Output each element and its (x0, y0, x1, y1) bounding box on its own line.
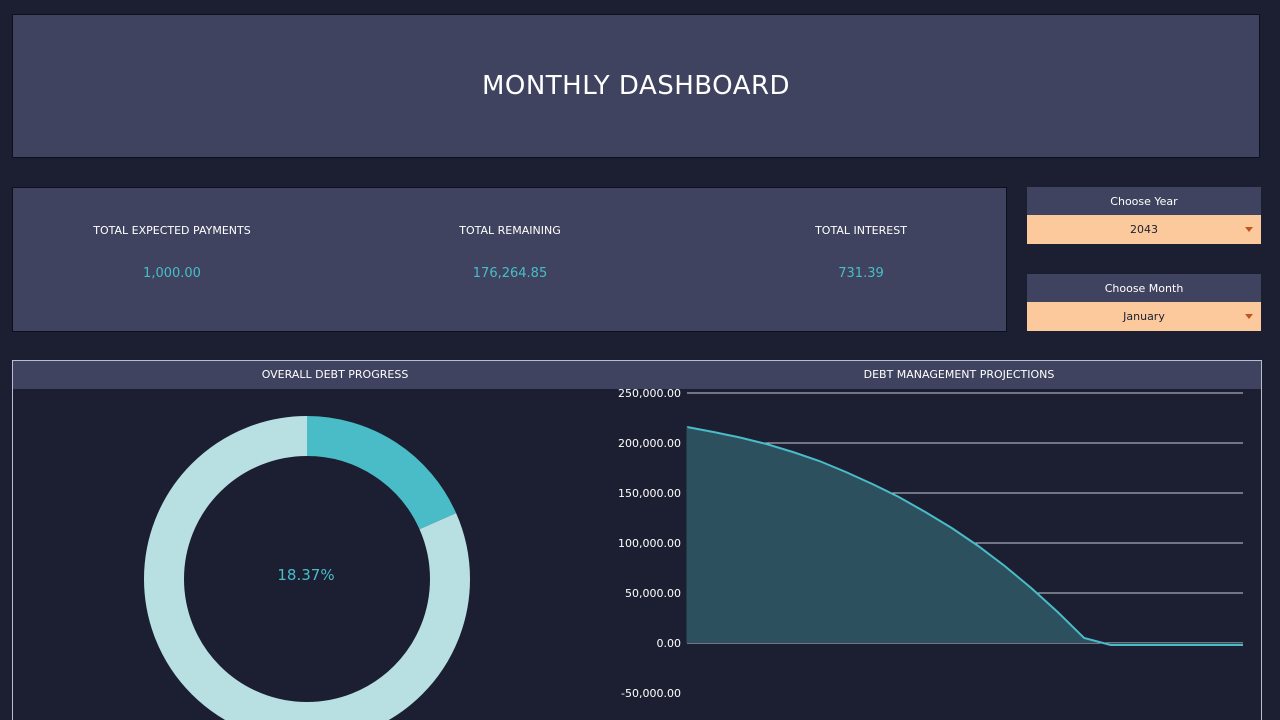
page-title: MONTHLY DASHBOARD (481, 71, 791, 101)
year-selector: Choose Year 2043 (1027, 187, 1261, 245)
y-tick-label: 200,000.00 (618, 437, 681, 450)
debt-projections-area-chart: -50,000.00 0.00 50,000.00 100,000.00 150,000… (618, 389, 1243, 700)
year-dropdown[interactable]: 2043 (1027, 215, 1261, 244)
donut-center-label: 18.37% (277, 566, 335, 584)
chevron-down-icon[interactable] (1245, 227, 1253, 232)
kpi-label: TOTAL REMAINING (459, 224, 561, 237)
year-dropdown-value: 2043 (1130, 223, 1158, 236)
y-tick-label: 50,000.00 (625, 587, 681, 600)
charts-header: OVERALL DEBT PROGRESS DEBT MANAGEMENT PR… (13, 361, 1261, 389)
dashboard-header: MONTHLY DASHBOARD (12, 14, 1260, 158)
kpi-value: 176,264.85 (472, 266, 548, 281)
year-selector-label: Choose Year (1027, 187, 1261, 215)
projection-line (686, 426, 1243, 646)
y-tick-label: 0.00 (657, 637, 682, 650)
kpi-value: 731.39 (838, 266, 884, 281)
y-tick-label: 250,000.00 (618, 389, 681, 400)
kpi-panel: TOTAL EXPECTED PAYMENTS 1,000.00 TOTAL R… (12, 187, 1007, 332)
month-selector-label: Choose Month (1027, 274, 1261, 302)
projection-area (687, 427, 1243, 645)
y-tick-label: 150,000.00 (618, 487, 681, 500)
month-selector: Choose Month January (1027, 274, 1261, 332)
month-dropdown[interactable]: January (1027, 302, 1261, 331)
debt-progress-donut-chart (144, 416, 470, 720)
y-tick-label: 100,000.00 (618, 537, 681, 550)
charts-panel: OVERALL DEBT PROGRESS DEBT MANAGEMENT PR… (12, 360, 1262, 720)
projections-title: DEBT MANAGEMENT PROJECTIONS (863, 368, 1055, 381)
kpi-label: TOTAL INTEREST (815, 224, 907, 237)
donut-slice-remaining (144, 416, 470, 720)
chevron-down-icon[interactable] (1245, 314, 1253, 319)
month-dropdown-value: January (1123, 310, 1165, 323)
y-tick-label: -50,000.00 (621, 687, 681, 700)
kpi-value: 1,000.00 (143, 266, 201, 281)
kpi-label: TOTAL EXPECTED PAYMENTS (93, 224, 251, 237)
debt-progress-title: OVERALL DEBT PROGRESS (261, 368, 409, 381)
